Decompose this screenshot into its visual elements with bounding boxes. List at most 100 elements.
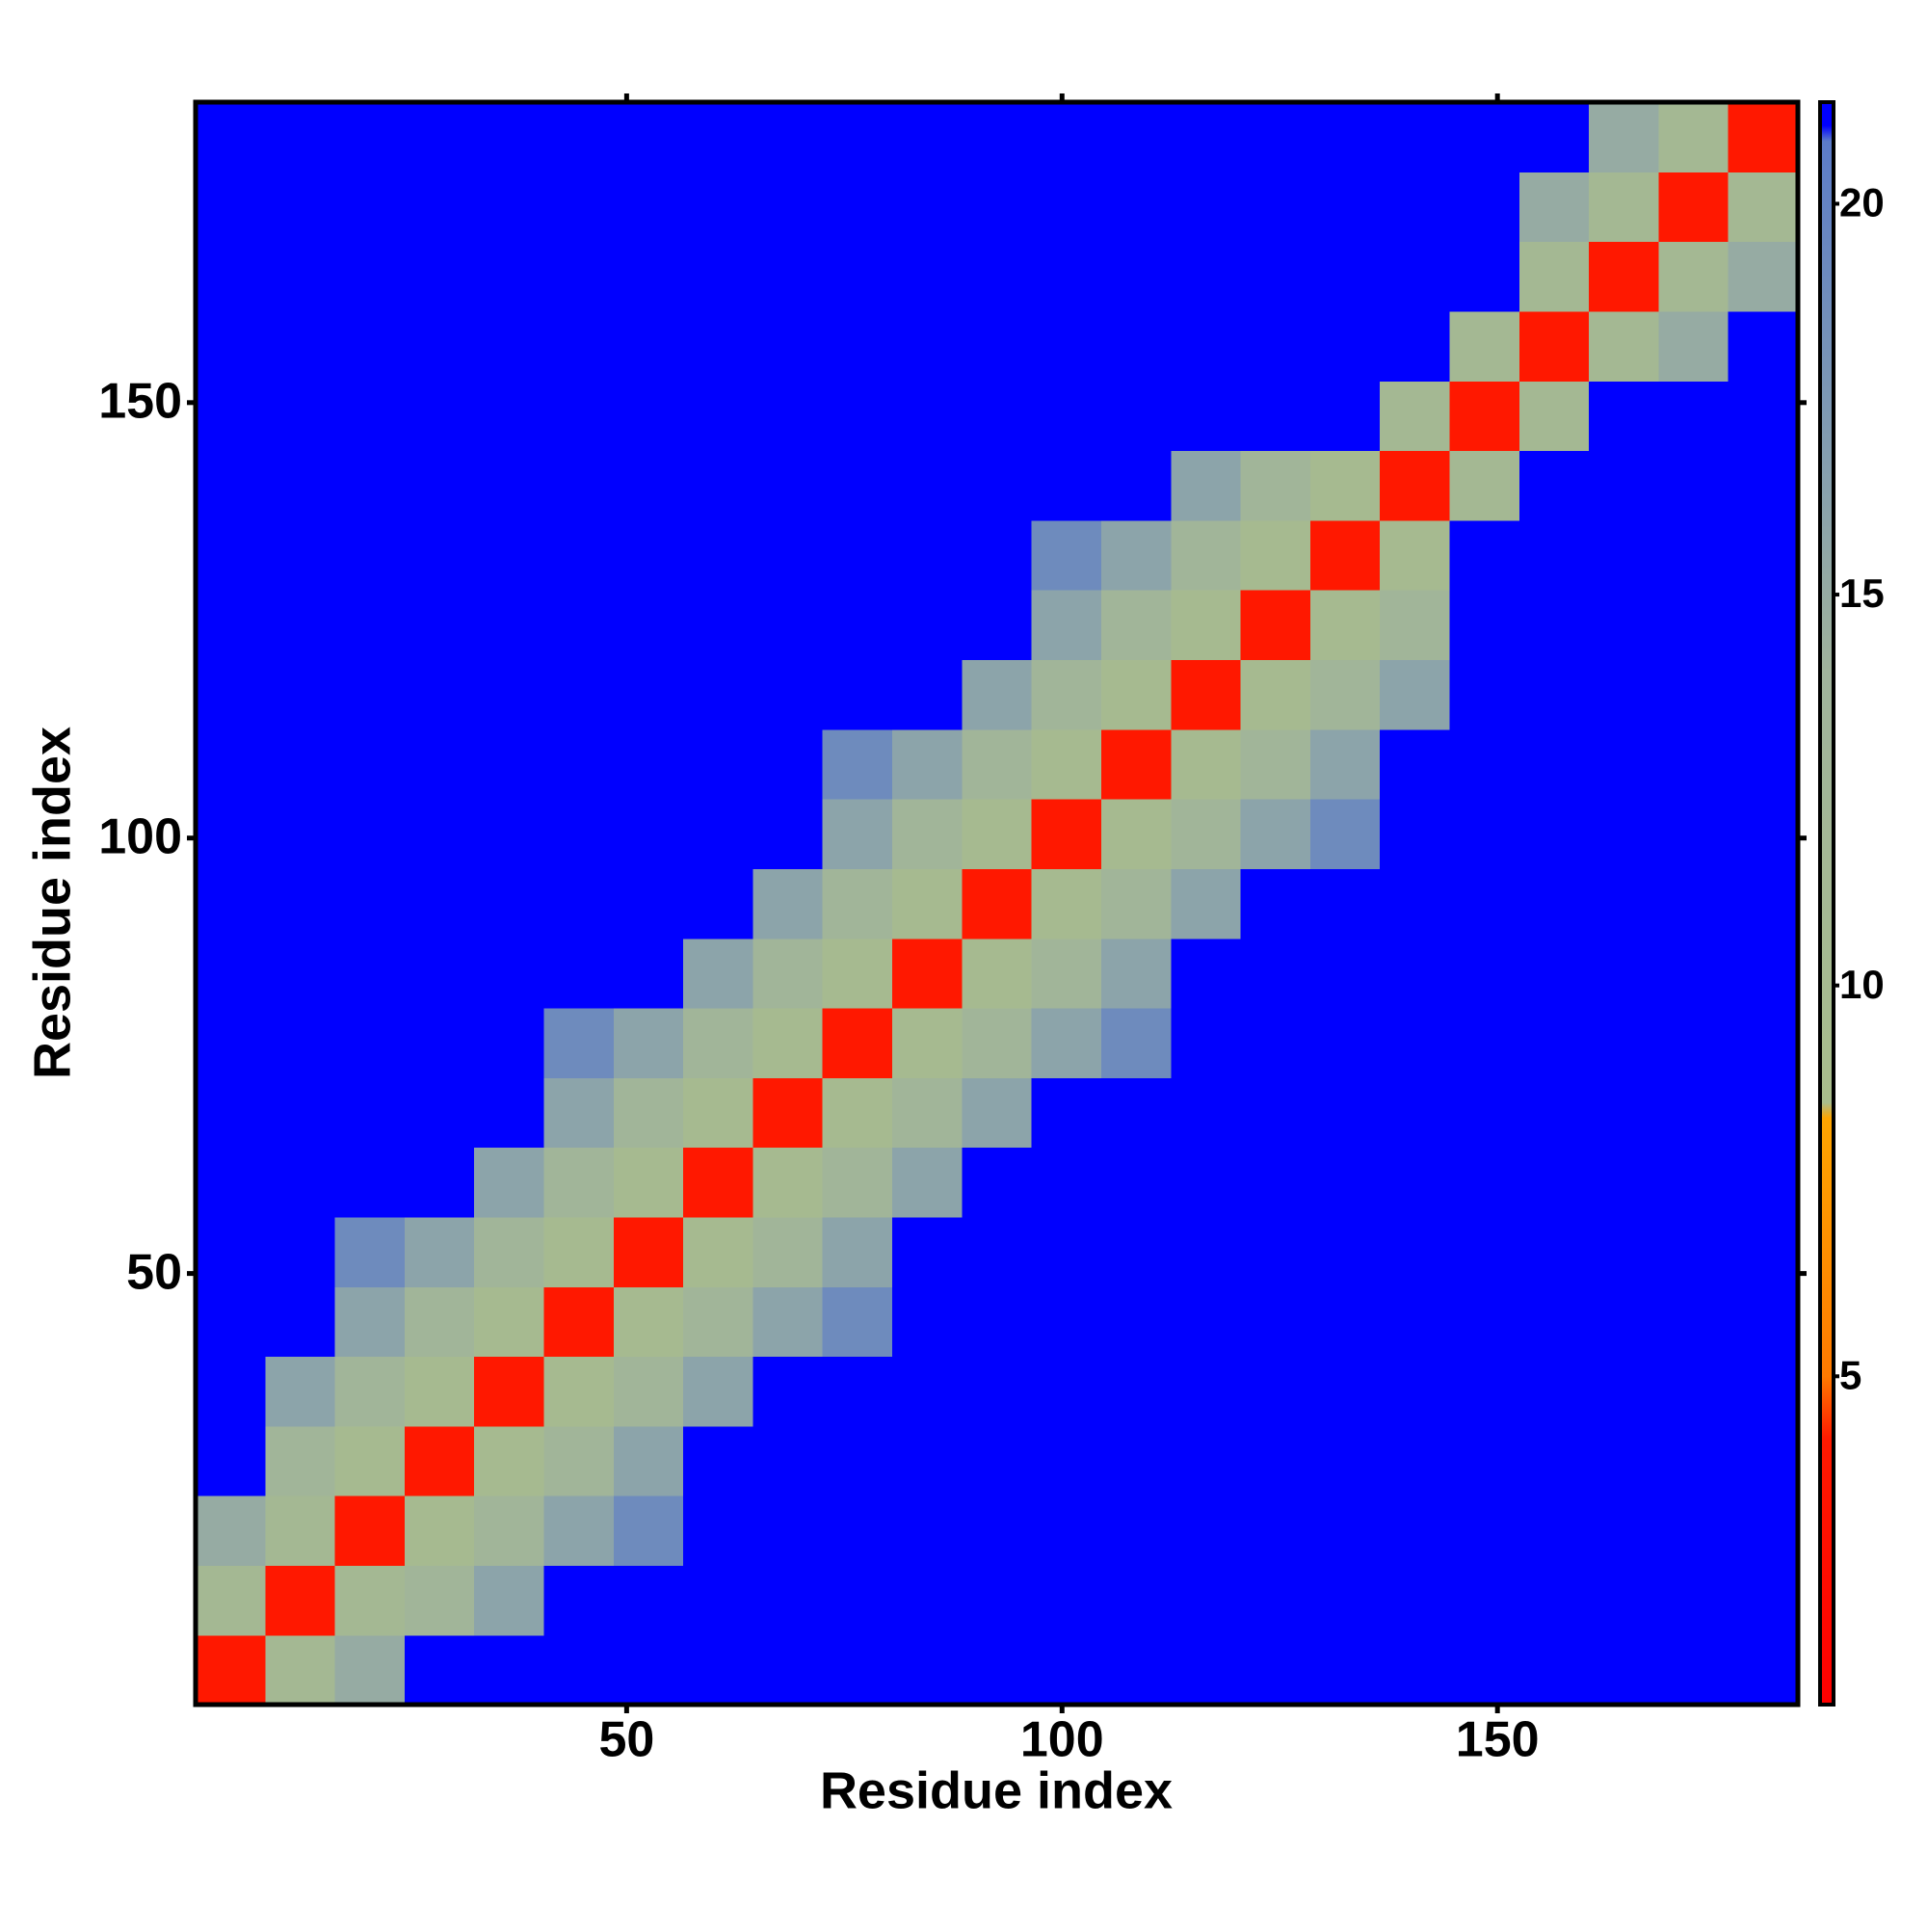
- heat-cell: [1100, 241, 1172, 312]
- heat-cell: [1240, 1425, 1311, 1496]
- heat-cell: [334, 1356, 406, 1427]
- heat-cell: [1240, 172, 1311, 243]
- heat-cell: [613, 659, 684, 730]
- heat-cell: [892, 1077, 963, 1149]
- heat-cell: [543, 1495, 615, 1566]
- heat-cell: [1589, 1356, 1659, 1427]
- heat-cell: [1100, 381, 1172, 452]
- heat-cell: [1449, 938, 1520, 1009]
- heat-cell: [474, 1425, 545, 1496]
- heat-cell: [265, 519, 336, 591]
- heat-cell: [1518, 799, 1590, 869]
- heat-cell: [1240, 938, 1311, 1009]
- heat-cell: [752, 1286, 824, 1358]
- heat-cell: [334, 659, 406, 730]
- heat-cell: [683, 450, 754, 521]
- heat-cell: [334, 1425, 406, 1496]
- heat-cell: [1658, 1216, 1729, 1287]
- heat-cell: [1449, 1356, 1520, 1427]
- heat-cell: [196, 1216, 266, 1287]
- heat-cell: [1518, 1007, 1590, 1078]
- heat-cell: [1031, 590, 1102, 661]
- heat-cell: [1031, 519, 1102, 591]
- heat-cell: [1518, 1634, 1590, 1706]
- heat-cell: [265, 1425, 336, 1496]
- heat-cell: [1449, 1147, 1520, 1218]
- heat-cell: [1240, 1495, 1311, 1566]
- heat-cell: [543, 659, 615, 730]
- heat-cell: [962, 728, 1033, 800]
- heat-cell: [962, 1634, 1033, 1706]
- heat-cell: [1309, 659, 1381, 730]
- heat-cell: [1380, 1077, 1451, 1149]
- heat-cell: [1309, 728, 1381, 800]
- heat-cell: [1449, 381, 1520, 452]
- heat-cell: [196, 1634, 266, 1706]
- heat-cell: [613, 241, 684, 312]
- heat-cell: [1240, 1077, 1311, 1149]
- heat-cell: [962, 799, 1033, 869]
- heat-cell: [404, 590, 475, 661]
- heat-cell: [962, 659, 1033, 730]
- heat-cell: [1589, 799, 1659, 869]
- heat-cell: [1309, 381, 1381, 452]
- heat-cell: [334, 1286, 406, 1358]
- heat-cell: [1171, 450, 1242, 521]
- heat-cell: [474, 728, 545, 800]
- heat-cell: [1728, 938, 1799, 1009]
- heat-cell: [1380, 1565, 1451, 1636]
- heat-cell: [683, 799, 754, 869]
- heat-cell: [892, 1216, 963, 1287]
- heat-cell: [752, 1147, 824, 1218]
- heat-cell: [1518, 381, 1590, 452]
- heat-cell: [1309, 1147, 1381, 1218]
- heat-cell: [265, 1634, 336, 1706]
- heat-cell: [543, 1565, 615, 1636]
- heat-cell: [334, 1565, 406, 1636]
- heat-cell: [752, 1565, 824, 1636]
- heat-cell: [962, 1216, 1033, 1287]
- heat-cell: [822, 590, 893, 661]
- heat-cell: [543, 1077, 615, 1149]
- heat-cell: [1031, 1147, 1102, 1218]
- heat-cell: [1449, 1565, 1520, 1636]
- heat-cell: [1380, 450, 1451, 521]
- heat-cell: [196, 241, 266, 312]
- plot-frame: [193, 99, 1801, 1707]
- heat-cell: [683, 938, 754, 1009]
- heat-cell: [334, 172, 406, 243]
- heat-cell: [334, 1077, 406, 1149]
- heat-cell: [892, 728, 963, 800]
- heat-cell: [543, 241, 615, 312]
- heat-cell: [752, 172, 824, 243]
- heat-cell: [1658, 241, 1729, 312]
- colorbar-tick-label: 15: [1839, 570, 1885, 616]
- heat-cell: [1100, 450, 1172, 521]
- heat-cell: [1240, 1007, 1311, 1078]
- heat-cell: [1031, 381, 1102, 452]
- heat-cell: [1031, 172, 1102, 243]
- heat-cell: [892, 590, 963, 661]
- heat-cell: [1171, 381, 1242, 452]
- heat-cell: [1100, 1425, 1172, 1496]
- heat-cell: [892, 659, 963, 730]
- heat-cell: [892, 381, 963, 452]
- heat-cell: [613, 1634, 684, 1706]
- heat-cell: [1380, 519, 1451, 591]
- heat-cell: [822, 450, 893, 521]
- heat-cell: [1309, 1216, 1381, 1287]
- heat-cell: [265, 938, 336, 1009]
- heat-cell: [265, 381, 336, 452]
- heat-cell: [404, 728, 475, 800]
- heat-cell: [543, 310, 615, 382]
- heat-cell: [334, 1495, 406, 1566]
- heat-cell: [1171, 659, 1242, 730]
- heat-cell: [404, 1286, 475, 1358]
- heat-cell: [1309, 1077, 1381, 1149]
- heat-cell: [1449, 1286, 1520, 1358]
- heat-cell: [1309, 938, 1381, 1009]
- heat-cell: [683, 519, 754, 591]
- heat-cell: [1309, 799, 1381, 869]
- heat-cell: [1171, 519, 1242, 591]
- heat-cell: [474, 659, 545, 730]
